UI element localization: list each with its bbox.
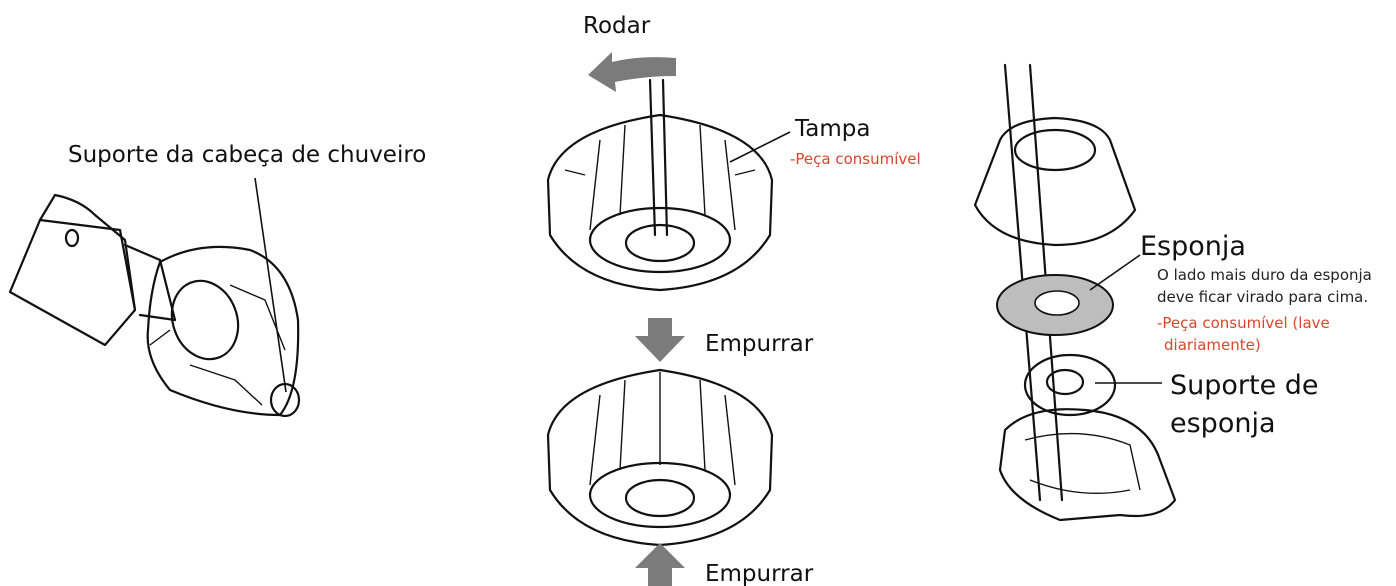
- cap-ribs: [565, 125, 755, 230]
- cap-inner: [590, 208, 730, 272]
- sponge-assembly-drawing: [975, 65, 1175, 520]
- holder-label: Suporte da cabeça de chuveiro: [68, 142, 426, 168]
- cap-hole: [626, 480, 694, 516]
- rod: [650, 80, 655, 235]
- sponge-holder-label: Suporte de: [1170, 370, 1319, 401]
- sponge-label: Esponja: [1140, 231, 1246, 262]
- cap-label: Tampa: [794, 116, 870, 142]
- push-down-arrow: [635, 318, 685, 362]
- sponge-note: deve ficar virado para cima.: [1157, 288, 1368, 306]
- base-detail: [1025, 434, 1140, 494]
- sponge-holder: [1025, 355, 1115, 415]
- cap-ribs: [590, 372, 735, 485]
- shower-head-top: [40, 195, 135, 310]
- sponge-hole: [1035, 291, 1079, 315]
- cap: [975, 118, 1135, 245]
- cap-hole: [626, 225, 694, 261]
- sponge-holder-label: esponja: [1170, 408, 1276, 439]
- base: [1000, 409, 1175, 520]
- page: Diagram {"left": {"holder_label": "Supor…: [0, 0, 1396, 586]
- cap-inner: [590, 463, 730, 527]
- cap-outline: [548, 115, 772, 290]
- holder-leader: [255, 178, 286, 392]
- shower-head: [10, 220, 135, 345]
- body: Suporte da cabeça de chuveiro Rodar Tamp…: [0, 0, 1396, 586]
- cap-top-drawing: [548, 80, 772, 290]
- push-up-arrow: [635, 543, 685, 586]
- diagram: Suporte da cabeça de chuveiro Rodar Tamp…: [0, 0, 1396, 586]
- push-down-label: Empurrar: [705, 331, 814, 357]
- push-up-label: Empurrar: [705, 561, 814, 586]
- rotate-label: Rodar: [583, 13, 651, 39]
- cap-bottom-drawing: [548, 370, 772, 545]
- cap-note: -Peça consumível: [790, 150, 921, 168]
- sponge-note: O lado mais duro da esponja: [1157, 266, 1372, 284]
- shower-head-button: [66, 230, 78, 246]
- shower-holder-drawing: [10, 195, 299, 416]
- rod: [663, 80, 667, 235]
- sponge-consumable: -Peça consumível (lave: [1157, 314, 1330, 332]
- sponge-consumable: diariamente): [1164, 336, 1261, 354]
- sponge-leader: [1090, 255, 1140, 290]
- cap-top: [1015, 130, 1095, 170]
